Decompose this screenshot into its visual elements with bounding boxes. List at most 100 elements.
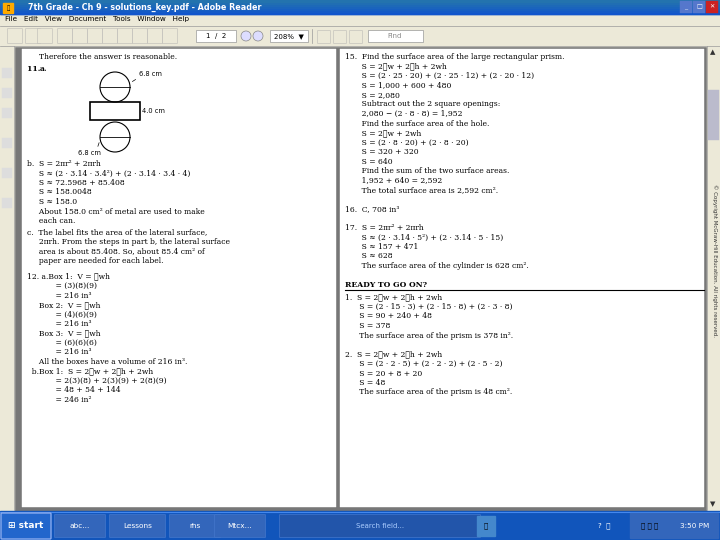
FancyBboxPatch shape xyxy=(132,29,148,44)
Bar xyxy=(2,168,12,178)
Bar xyxy=(0,4,720,6)
Text: Find the sum of the two surface areas.: Find the sum of the two surface areas. xyxy=(345,167,509,175)
Text: 🔊 🌐 💻: 🔊 🌐 💻 xyxy=(642,522,659,529)
Bar xyxy=(0,46,14,510)
Text: ▲: ▲ xyxy=(711,49,716,55)
Text: = (3)(8)(9): = (3)(8)(9) xyxy=(27,282,97,290)
Text: S = 640: S = 640 xyxy=(345,158,392,165)
Bar xyxy=(2,88,12,98)
Text: 12. a.Box 1:  V = ℓwh: 12. a.Box 1: V = ℓwh xyxy=(27,273,110,280)
FancyBboxPatch shape xyxy=(37,29,53,44)
Text: 11.: 11. xyxy=(27,65,43,73)
Text: S = (2 · 2 · 5) + (2 · 2 · 2) + (2 · 5 · 2): S = (2 · 2 · 5) + (2 · 2 · 2) + (2 · 5 ·… xyxy=(345,360,503,368)
FancyBboxPatch shape xyxy=(1,513,51,539)
Bar xyxy=(693,1,705,13)
Text: 6.8 cm: 6.8 cm xyxy=(139,71,162,77)
Bar xyxy=(0,14,720,25)
Text: Box 3:  V = ℓwh: Box 3: V = ℓwh xyxy=(27,329,101,338)
FancyBboxPatch shape xyxy=(25,29,40,44)
Bar xyxy=(2,68,12,78)
Text: = 216 in³: = 216 in³ xyxy=(27,348,91,356)
Text: Search field...: Search field... xyxy=(356,523,404,529)
Bar xyxy=(2,108,12,118)
Bar xyxy=(0,25,720,46)
Text: S = (2 · 8 · 20) + (2 · 8 · 20): S = (2 · 8 · 20) + (2 · 8 · 20) xyxy=(345,138,469,146)
Text: = 246 in²: = 246 in² xyxy=(27,396,91,404)
Text: abc...: abc... xyxy=(70,523,90,529)
Text: each can.: each can. xyxy=(27,217,76,225)
Text: S ≈ (2 · 3.14 · 5²) + (2 · 3.14 · 5 · 15): S ≈ (2 · 3.14 · 5²) + (2 · 3.14 · 5 · 15… xyxy=(345,233,503,241)
Bar xyxy=(706,1,718,13)
Text: rhs: rhs xyxy=(189,523,201,529)
Text: 17.  S = 2πr² + 2πrh: 17. S = 2πr² + 2πrh xyxy=(345,224,424,232)
Text: S = 48: S = 48 xyxy=(345,379,385,387)
Text: 1  /  2: 1 / 2 xyxy=(206,33,226,39)
FancyBboxPatch shape xyxy=(215,515,266,537)
Text: 3:50 PM: 3:50 PM xyxy=(680,523,710,529)
Text: 2,080 − (2 · 8 · 8) = 1,952: 2,080 − (2 · 8 · 8) = 1,952 xyxy=(345,110,462,118)
Bar xyxy=(0,0,720,2)
Bar xyxy=(340,49,704,507)
Text: All the boxes have a volume of 216 in³.: All the boxes have a volume of 216 in³. xyxy=(27,358,187,366)
Text: paper are needed for each label.: paper are needed for each label. xyxy=(27,257,163,265)
Text: = 48 + 54 + 144: = 48 + 54 + 144 xyxy=(27,387,121,395)
Text: S ≈ 158.0048: S ≈ 158.0048 xyxy=(27,188,91,197)
Bar xyxy=(630,513,718,538)
Text: Subtract out the 2 square openings:: Subtract out the 2 square openings: xyxy=(345,100,500,109)
Text: □: □ xyxy=(696,4,702,10)
Text: Lessons: Lessons xyxy=(123,523,152,529)
Text: 6.8 cm: 6.8 cm xyxy=(78,150,101,156)
Bar xyxy=(707,46,720,510)
Bar xyxy=(0,8,720,10)
Text: 1.  S = 2ℓw + 2ℓh + 2wh: 1. S = 2ℓw + 2ℓh + 2wh xyxy=(345,294,442,301)
Text: 15.  Find the surface area of the large rectangular prism.: 15. Find the surface area of the large r… xyxy=(345,53,564,61)
Text: Therefore the answer is reasonable.: Therefore the answer is reasonable. xyxy=(39,53,177,61)
Bar xyxy=(2,138,12,148)
Text: ✕: ✕ xyxy=(709,4,715,10)
Text: S ≈ 72.5968 + 85.408: S ≈ 72.5968 + 85.408 xyxy=(27,179,125,187)
Bar xyxy=(368,30,423,42)
Text: S = 90 + 240 + 48: S = 90 + 240 + 48 xyxy=(345,313,432,321)
Text: 2πrh. From the steps in part b, the lateral surface: 2πrh. From the steps in part b, the late… xyxy=(27,238,230,246)
Text: S ≈ 158.0: S ≈ 158.0 xyxy=(27,198,77,206)
Text: ?  📁: ? 📁 xyxy=(598,522,611,529)
Bar xyxy=(3,3,13,13)
FancyBboxPatch shape xyxy=(117,29,132,44)
FancyBboxPatch shape xyxy=(58,29,73,44)
Bar xyxy=(22,49,336,507)
FancyBboxPatch shape xyxy=(169,515,220,537)
Bar xyxy=(0,12,720,14)
Text: READY TO GO ON?: READY TO GO ON? xyxy=(345,281,427,289)
FancyBboxPatch shape xyxy=(148,29,163,44)
Bar xyxy=(708,90,719,140)
Text: S = (2 · 15 · 3) + (2 · 15 · 8) + (2 · 3 · 8): S = (2 · 15 · 3) + (2 · 15 · 8) + (2 · 3… xyxy=(345,303,513,311)
Text: The total surface area is 2,592 cm².: The total surface area is 2,592 cm². xyxy=(345,186,498,194)
Text: 📄: 📄 xyxy=(6,5,9,11)
Bar xyxy=(0,6,720,8)
Text: = (4)(6)(9): = (4)(6)(9) xyxy=(27,310,97,319)
Bar xyxy=(270,30,308,42)
Text: c.  The label fits the area of the lateral surface,: c. The label fits the area of the latera… xyxy=(27,228,207,237)
Text: S = 20 + 8 + 20: S = 20 + 8 + 20 xyxy=(345,369,422,377)
FancyBboxPatch shape xyxy=(109,515,166,537)
Circle shape xyxy=(241,31,251,41)
Text: a.: a. xyxy=(40,65,48,73)
Text: The surface area of the prism is 378 in².: The surface area of the prism is 378 in²… xyxy=(345,332,513,340)
Bar xyxy=(0,0,720,14)
Text: 7th Grade - Ch 9 - solutions_key.pdf - Adobe Reader: 7th Grade - Ch 9 - solutions_key.pdf - A… xyxy=(28,2,261,11)
Text: ⊞ start: ⊞ start xyxy=(9,521,44,530)
Bar xyxy=(0,511,720,540)
Text: © Copyright McGraw-Hill Education. All rights reserved.: © Copyright McGraw-Hill Education. All r… xyxy=(712,184,718,336)
FancyBboxPatch shape xyxy=(333,30,346,44)
Text: S ≈ 628: S ≈ 628 xyxy=(345,253,392,260)
Text: Mtcx...: Mtcx... xyxy=(228,523,253,529)
Bar xyxy=(477,516,495,536)
Text: b.Box 1:  S = 2ℓw + 2ℓh + 2wh: b.Box 1: S = 2ℓw + 2ℓh + 2wh xyxy=(27,368,153,375)
FancyBboxPatch shape xyxy=(55,515,106,537)
Circle shape xyxy=(253,31,263,41)
Text: 4.0 cm: 4.0 cm xyxy=(142,108,165,114)
Text: About 158.0 cm² of metal are used to make: About 158.0 cm² of metal are used to mak… xyxy=(27,207,204,215)
Text: 208%  ▼: 208% ▼ xyxy=(274,33,304,39)
Text: = 2(3)(8) + 2(3)(9) + 2(8)(9): = 2(3)(8) + 2(3)(9) + 2(8)(9) xyxy=(27,377,166,385)
Bar xyxy=(2,198,12,208)
